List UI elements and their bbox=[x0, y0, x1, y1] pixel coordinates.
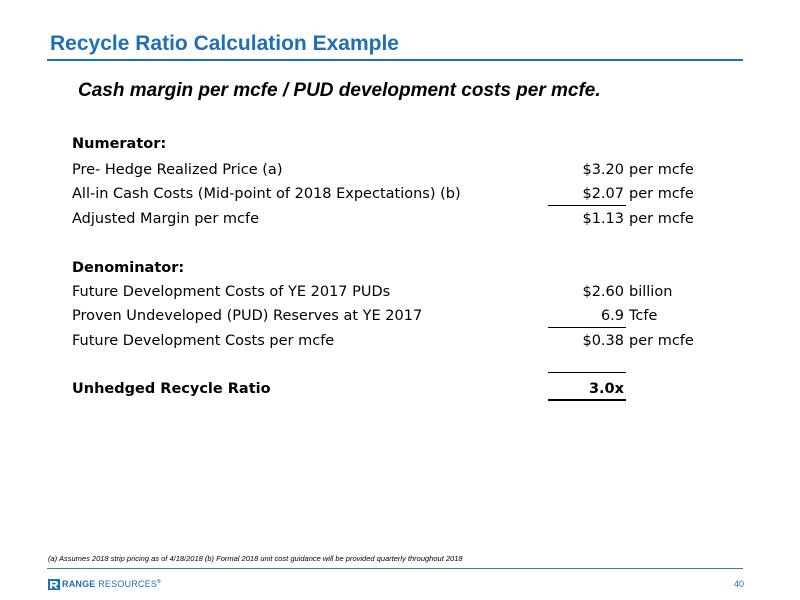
row-unit: per mcfe bbox=[629, 162, 694, 178]
row-label: Proven Undeveloped (PUD) Reserves at YE … bbox=[72, 308, 423, 324]
table-row: Future Development Costs of YE 2017 PUDs… bbox=[72, 280, 732, 304]
denominator-heading: Denominator: bbox=[72, 260, 185, 276]
row-unit: billion bbox=[629, 284, 673, 300]
row-unit: per mcfe bbox=[629, 333, 694, 349]
row-unit: per mcfe bbox=[629, 211, 694, 227]
row-label: All-in Cash Costs (Mid-point of 2018 Exp… bbox=[72, 186, 461, 202]
row-value: 6.9 bbox=[600, 308, 624, 324]
slide-subtitle: Cash margin per mcfe / PUD development c… bbox=[78, 80, 601, 101]
company-logo: RANGE RESOURCES® bbox=[48, 577, 161, 591]
footnote: (a) Assumes 2018 strip pricing as of 4/1… bbox=[48, 554, 463, 563]
table-row: Adjusted Margin per mcfe $1.13 per mcfe bbox=[72, 207, 732, 231]
row-label: Future Development Costs of YE 2017 PUDs bbox=[72, 284, 391, 300]
result-top-line bbox=[548, 372, 626, 373]
logo-wordmark: RANGE RESOURCES® bbox=[62, 579, 161, 589]
table-row: Proven Undeveloped (PUD) Reserves at YE … bbox=[72, 304, 732, 328]
logo-wordmark-light: RESOURCES bbox=[98, 579, 158, 589]
subtotal-underline bbox=[548, 327, 626, 328]
row-value: $2.07 bbox=[582, 186, 624, 202]
table-row: Pre- Hedge Realized Price (a) $3.20 per … bbox=[72, 158, 732, 182]
result-double-underline bbox=[548, 399, 626, 401]
row-value: $2.60 bbox=[582, 284, 624, 300]
registered-mark: ® bbox=[157, 579, 161, 585]
footer-divider bbox=[47, 568, 743, 569]
row-unit: Tcfe bbox=[629, 308, 658, 324]
table-row: All-in Cash Costs (Mid-point of 2018 Exp… bbox=[72, 182, 732, 206]
result-row: Unhedged Recycle Ratio 3.0x bbox=[72, 377, 732, 401]
row-value: $1.13 bbox=[582, 211, 624, 227]
result-label: Unhedged Recycle Ratio bbox=[72, 381, 271, 397]
denominator-heading-row: Denominator: bbox=[72, 256, 732, 280]
title-divider bbox=[47, 59, 743, 61]
row-value: $0.38 bbox=[582, 333, 624, 349]
range-logo-icon bbox=[48, 578, 60, 590]
row-label: Future Development Costs per mcfe bbox=[72, 333, 335, 349]
subtotal-underline bbox=[548, 205, 626, 206]
numerator-heading: Numerator: bbox=[72, 136, 167, 152]
row-label: Pre- Hedge Realized Price (a) bbox=[72, 162, 283, 178]
numerator-heading-row: Numerator: bbox=[72, 132, 732, 156]
logo-wordmark-bold: RANGE bbox=[62, 579, 96, 589]
row-value: $3.20 bbox=[582, 162, 624, 178]
slide-title: Recycle Ratio Calculation Example bbox=[50, 32, 399, 55]
row-label: Adjusted Margin per mcfe bbox=[72, 211, 260, 227]
table-row: Future Development Costs per mcfe $0.38 … bbox=[72, 329, 732, 353]
page-number: 40 bbox=[733, 579, 744, 589]
row-unit: per mcfe bbox=[629, 186, 694, 202]
result-value: 3.0x bbox=[588, 381, 624, 397]
